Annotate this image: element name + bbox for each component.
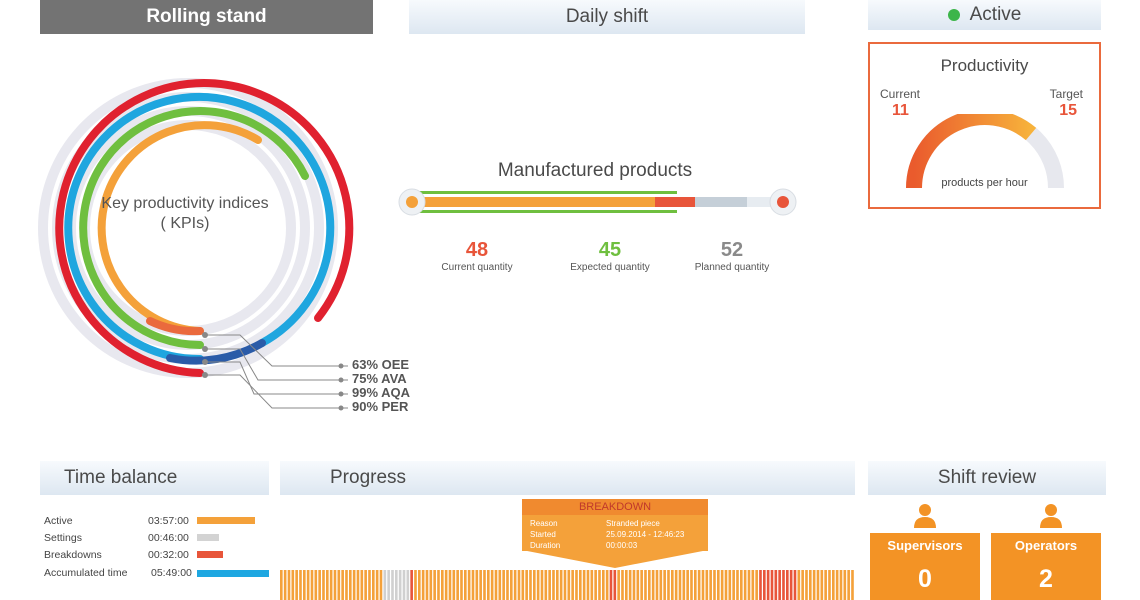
productivity-current-value: 11 [892,102,909,119]
time-balance-label-accumulated: Accumulated time [44,567,128,579]
productivity-current-label: Current [880,87,921,101]
active-status-dot-icon [947,9,960,21]
manufactured-progress-bar [398,188,797,216]
productivity-target-label: Target [1049,87,1083,101]
breakdown-reason-value: Stranded piece [606,519,660,528]
time-balance-label-settings: Settings [44,532,82,544]
header-shift-review: Shift review [868,461,1106,495]
supervisors-card: Supervisors 0 [870,533,980,600]
productivity-panel: Productivity Current 11 Target 15 produc… [868,42,1101,209]
breakdown-duration-value: 00:00:03 [606,541,638,550]
kpi-label-ava: 75% AVA [352,371,407,386]
time-balance-time-settings: 00:46:00 [148,532,189,544]
breakdown-pointer [522,550,708,568]
time-balance-bar-breakdowns [197,551,223,558]
planned-quantity: 52 Planned quantity [694,239,770,273]
kpi-arc-oee [97,121,262,335]
breakdown-started-label: Started [530,530,556,539]
header-rolling-stand: Rolling stand [40,0,373,34]
header-progress: Progress [280,461,855,495]
time-balance-label-active: Active [44,515,73,527]
time-balance-time-breakdowns: 00:32:00 [148,549,189,561]
breakdown-started-value: 25.09.2014 - 12:46:23 [606,530,685,539]
time-balance-bar-active [197,517,255,524]
time-balance-label-breakdowns: Breakdowns [44,549,102,561]
productivity-title: Productivity [940,56,1029,75]
kpi-label-aqa: 99% AQA [352,385,411,400]
breakdown-tooltip: BREAKDOWN Reason Stranded piece Started … [522,499,708,551]
kpi-arc-ava [79,107,309,349]
time-balance-time-active: 03:57:00 [148,515,189,527]
progress-timeline [280,570,854,600]
header-active-status: Active [868,0,1101,30]
breakdown-reason-label: Reason [530,519,558,528]
breakdown-title: BREAKDOWN [522,499,708,515]
productivity-target-value: 15 [1059,102,1077,119]
kpi-title: Key productivity indices ( KPIs) [101,195,269,232]
operators-card: Operators 2 [991,533,1101,600]
header-daily-shift: Daily shift [409,0,805,34]
productivity-gauge [906,114,1064,189]
time-balance-bar-accumulated [197,570,269,577]
breakdown-duration-label: Duration [530,541,561,550]
supervisor-person-icon [914,504,936,528]
current-quantity: 48 Current quantity [441,239,513,273]
kpi-label-oee: 63% OEE [352,357,410,372]
operator-person-icon [1040,504,1062,528]
supervisors-value: 0 [918,565,932,593]
kpi-arc-aqa-outer [64,93,335,364]
expected-quantity: 45 Expected quantity [570,239,650,273]
header-time-balance: Time balance [40,461,269,495]
kpi-arc-per [55,79,354,377]
supervisors-label: Supervisors [887,538,963,553]
kpi-ring-chart [38,78,354,411]
time-balance-bar-settings [197,534,219,541]
time-balance-time-accumulated: 05:49:00 [151,567,192,579]
operators-label: Operators [1014,538,1078,553]
operators-value: 2 [1039,565,1053,593]
kpi-label-per: 90% PER [352,399,409,414]
manufactured-title: Manufactured products [497,160,693,181]
productivity-unit: products per hour [941,177,1028,189]
